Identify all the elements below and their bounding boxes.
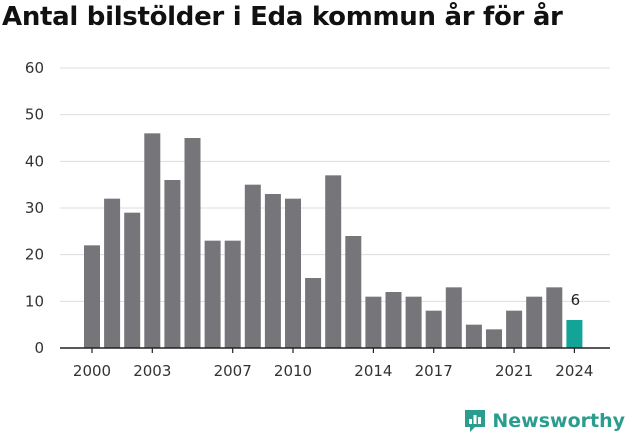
bar-2019 — [465, 324, 482, 348]
x-tick-label: 2000 — [73, 362, 111, 380]
bar-2015 — [385, 292, 402, 348]
bar-2021 — [506, 310, 523, 348]
bar-2017 — [425, 310, 442, 348]
y-tick-label: 10 — [25, 292, 44, 310]
bar-2020 — [486, 329, 502, 348]
data-label-2024: 6 — [571, 291, 581, 309]
bar-2023 — [546, 287, 563, 348]
bar-2012 — [325, 175, 342, 348]
bar-2001 — [104, 198, 121, 348]
bar-2006 — [204, 240, 221, 348]
y-tick-label: 60 — [25, 59, 44, 77]
x-tick-label: 2014 — [354, 362, 392, 380]
bar-2013 — [345, 236, 362, 348]
bar-2008 — [244, 184, 261, 348]
x-tick-label: 2003 — [133, 362, 171, 380]
bar-2000 — [84, 245, 100, 348]
x-tick-label: 2007 — [214, 362, 252, 380]
bar-2005 — [184, 138, 201, 348]
bar-2014 — [365, 296, 382, 348]
bar-2002 — [124, 212, 141, 348]
x-tick-label: 2017 — [415, 362, 453, 380]
bar-2016 — [405, 296, 422, 348]
x-tick-label: 2010 — [274, 362, 312, 380]
bar-2022 — [526, 296, 543, 348]
y-tick-label: 20 — [25, 246, 44, 264]
bar-2010 — [285, 198, 301, 348]
y-tick-label: 30 — [25, 199, 44, 217]
newsworthy-logo-icon — [465, 410, 486, 432]
y-tick-label: 0 — [34, 339, 44, 357]
x-axis: 2000 2003 2007 2010 2014 2017 2021 2024 — [60, 347, 610, 380]
bar-2024 — [566, 320, 583, 348]
bars — [84, 133, 583, 348]
bar-2011 — [305, 278, 322, 348]
bar-2003 — [144, 133, 161, 348]
bar-2018 — [445, 287, 462, 348]
x-tick-label: 2021 — [495, 362, 533, 380]
brand-name: Newsworthy — [492, 410, 625, 432]
chart-title: Antal bilstölder i Eda kommun år för år — [2, 2, 563, 32]
bar-2009 — [264, 194, 281, 348]
y-axis-ticks: 0 10 20 30 40 50 60 — [25, 59, 44, 357]
x-tick-label: 2024 — [555, 362, 593, 380]
bar-2004 — [164, 180, 181, 348]
data-labels: 6 — [571, 291, 581, 309]
bar-2007 — [224, 240, 241, 348]
y-tick-label: 50 — [25, 106, 44, 124]
y-tick-label: 40 — [25, 152, 44, 170]
newsworthy-logo: Newsworthy — [463, 408, 625, 434]
